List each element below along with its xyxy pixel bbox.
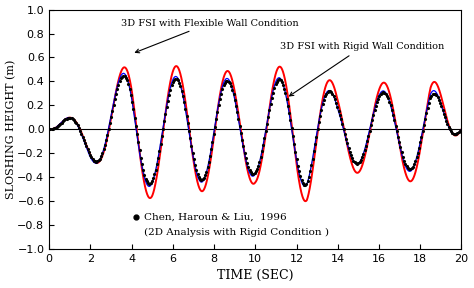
Text: Chen, Haroun & Liu,  1996: Chen, Haroun & Liu, 1996 [144,212,287,221]
Text: 3D FSI with Flexible Wall Condition: 3D FSI with Flexible Wall Condition [121,18,299,53]
X-axis label: TIME (SEC): TIME (SEC) [217,270,293,283]
Text: 3D FSI with Rigid Wall Condition: 3D FSI with Rigid Wall Condition [280,42,444,96]
Text: (2D Analysis with Rigid Condition ): (2D Analysis with Rigid Condition ) [144,228,329,237]
Y-axis label: SLOSHING HEIGHT (m): SLOSHING HEIGHT (m) [6,60,16,199]
